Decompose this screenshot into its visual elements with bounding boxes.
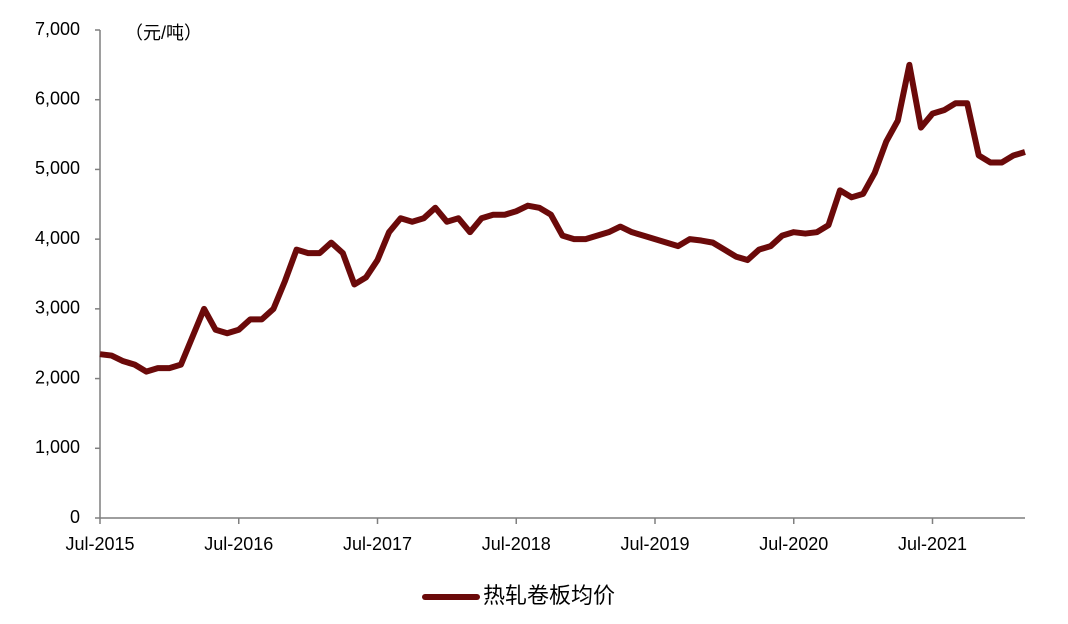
y-tick-label: 4,000 [35, 228, 80, 248]
x-tick-label: Jul-2018 [482, 534, 551, 554]
y-tick-label: 5,000 [35, 158, 80, 178]
unit-label: （元/吨） [125, 23, 202, 43]
y-tick-label: 7,000 [35, 19, 80, 39]
y-tick-label: 6,000 [35, 88, 80, 108]
y-tick-label: 1,000 [35, 437, 80, 457]
x-tick-label: Jul-2016 [204, 534, 273, 554]
line-series [99, 61, 1026, 375]
x-tick-label: Jul-2021 [898, 534, 967, 554]
y-tick-label: 3,000 [35, 298, 80, 318]
y-tick-label: 0 [70, 507, 80, 527]
x-tick-label: Jul-2020 [759, 534, 828, 554]
x-tick-label: Jul-2017 [343, 534, 412, 554]
x-tick-label: Jul-2015 [65, 534, 134, 554]
y-tick-label: 2,000 [35, 367, 80, 387]
x-tick-label: Jul-2019 [620, 534, 689, 554]
legend-label: 热轧卷板均价 [483, 583, 615, 608]
